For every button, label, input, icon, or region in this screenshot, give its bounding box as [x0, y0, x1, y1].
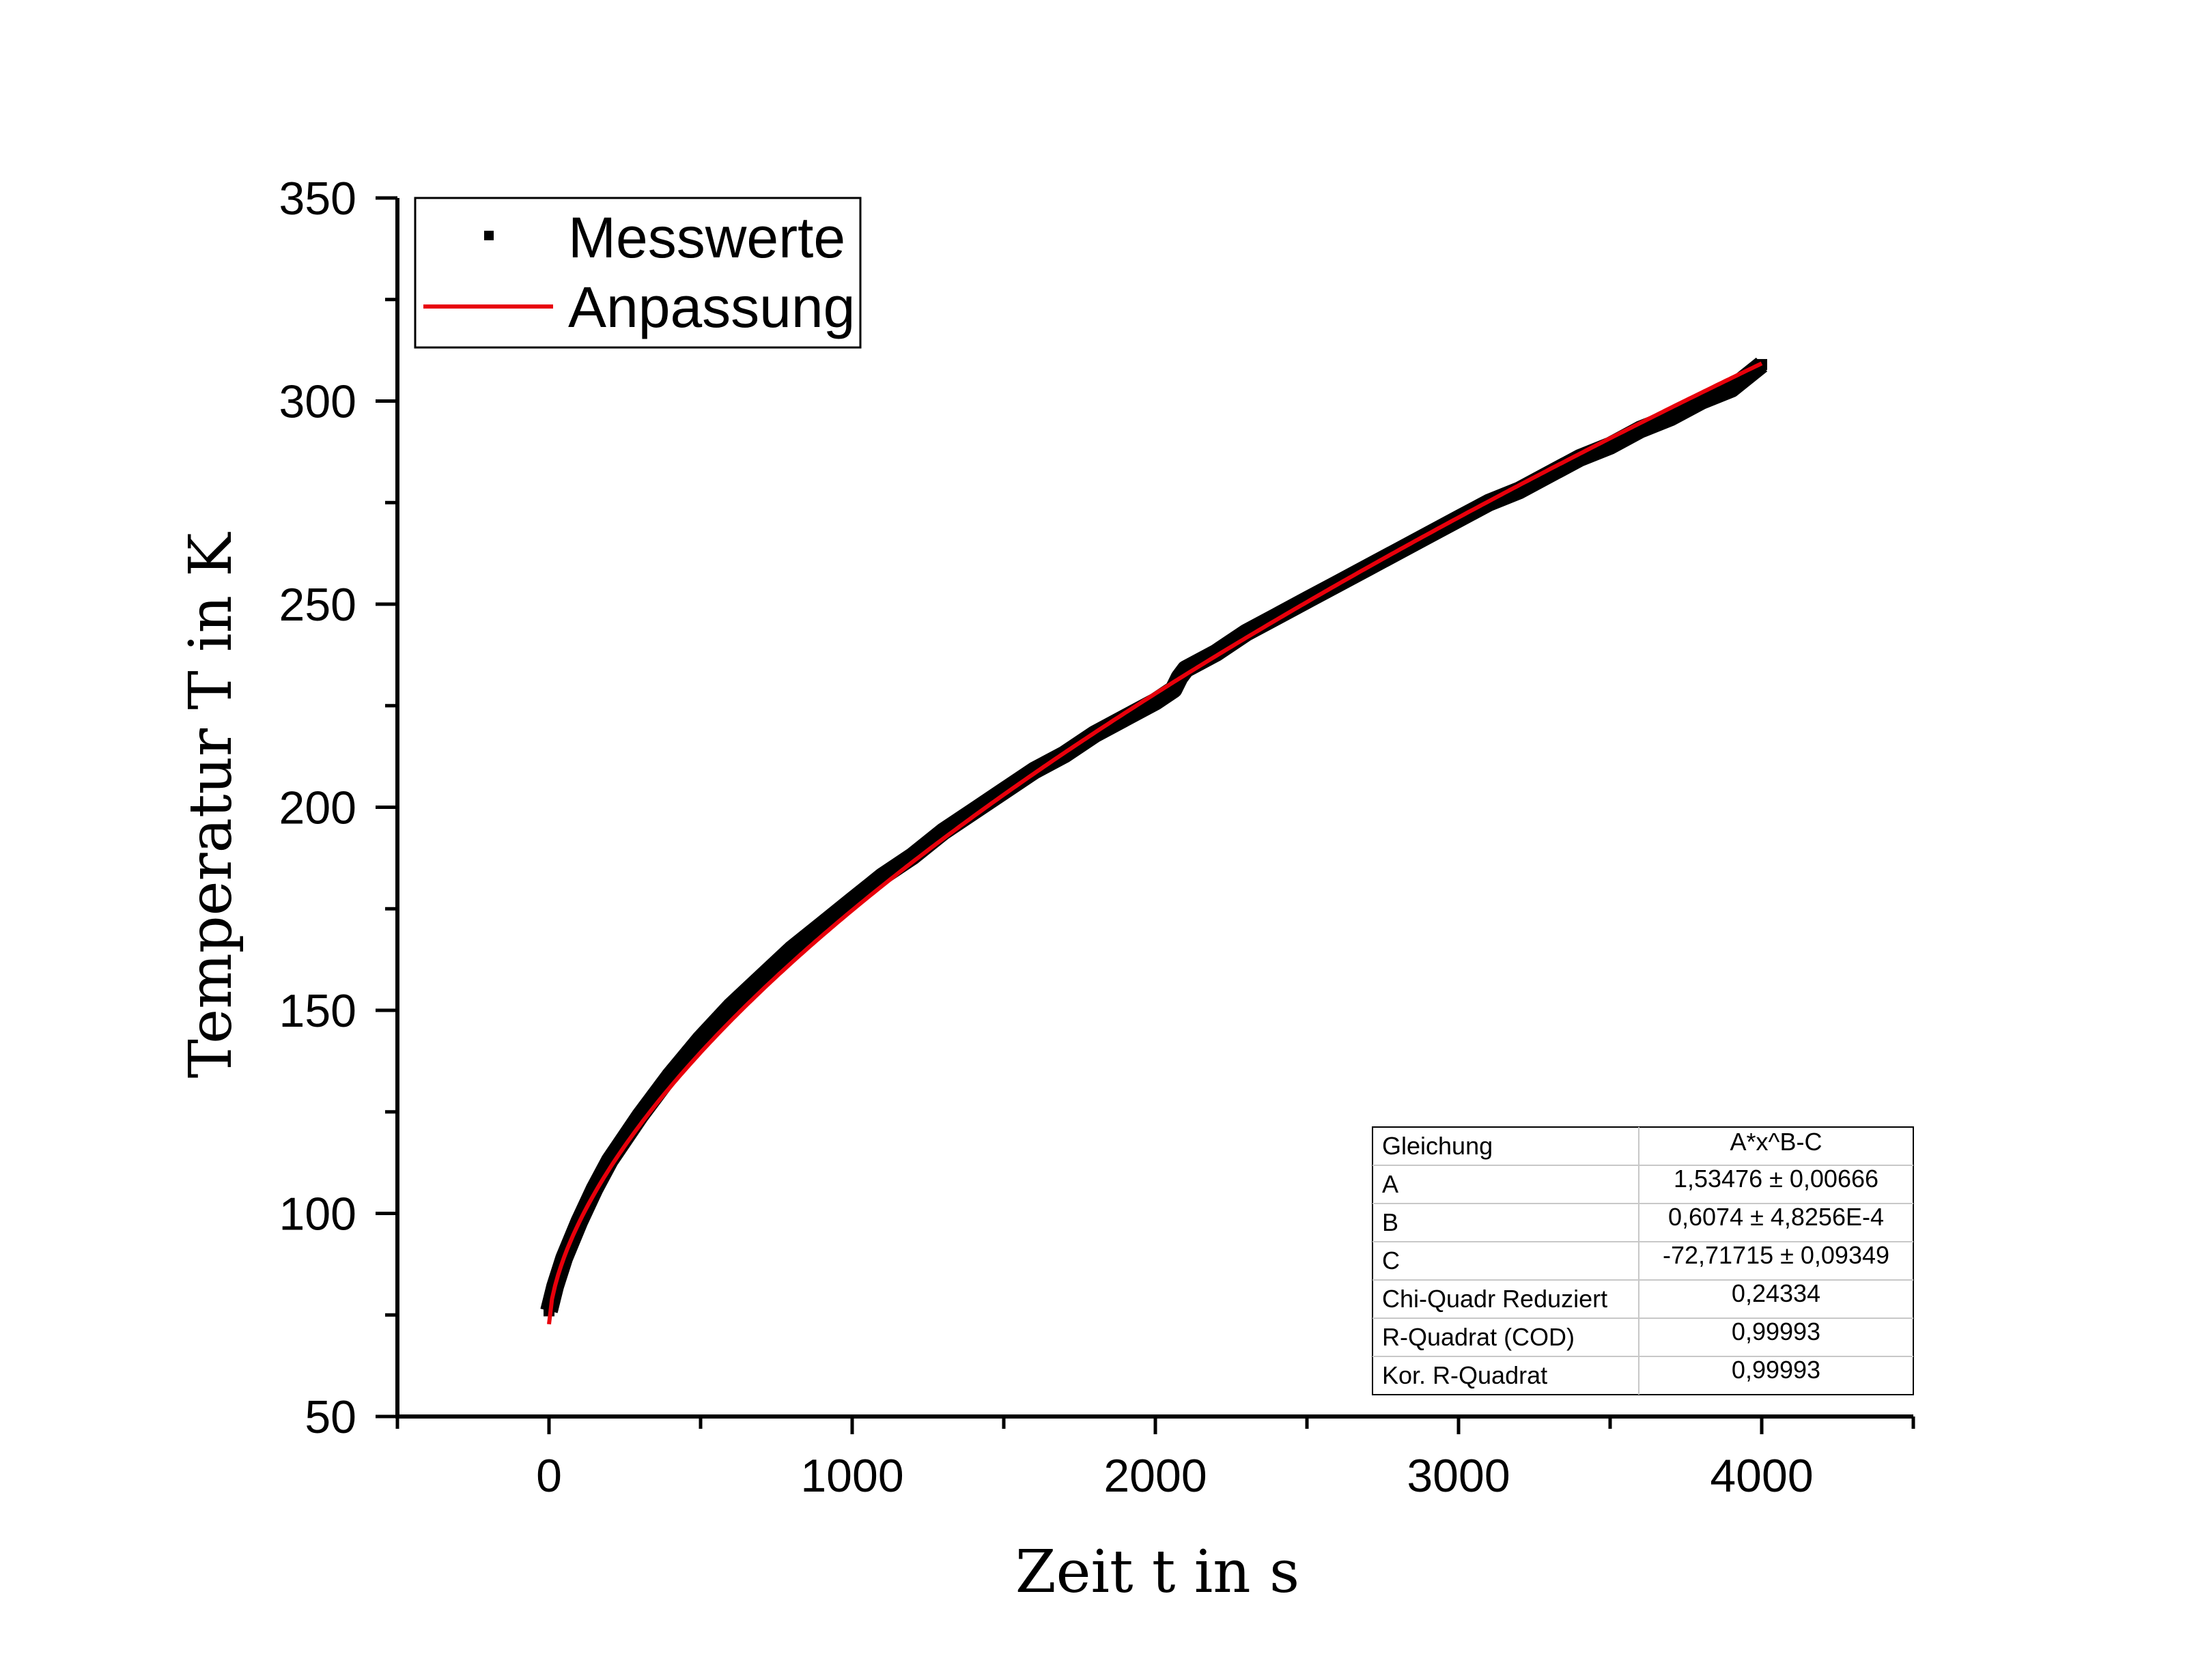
- x-tick-label: 1000: [800, 1450, 903, 1502]
- y-tick-label: 100: [279, 1188, 356, 1240]
- data-point: [1168, 683, 1179, 695]
- data-point: [847, 895, 858, 907]
- data-point: [725, 1001, 737, 1012]
- x-tick-label: 3000: [1407, 1450, 1510, 1502]
- data-point: [664, 1070, 676, 1081]
- data-point: [695, 1033, 706, 1044]
- legend-marker-messwerte: [484, 231, 494, 240]
- legend-label-messwerte: Messwerte: [568, 205, 845, 270]
- measurement-band: [540, 357, 1768, 1313]
- fit-table-label: C: [1382, 1247, 1400, 1275]
- y-tick-label: 200: [279, 782, 356, 834]
- fit-table-label: B: [1382, 1208, 1398, 1236]
- fit-table-frame: [1372, 1126, 1914, 1395]
- x-axis-title: Zeit t in s: [1015, 1538, 1299, 1606]
- y-tick-label: 350: [279, 173, 356, 225]
- data-point: [1665, 412, 1676, 423]
- fit-table-value: 0,24334: [1732, 1279, 1820, 1307]
- fit-table-value: -72,71715 ± 0,09349: [1663, 1241, 1889, 1269]
- fit-table-label: Kor. R-Quadrat: [1382, 1361, 1547, 1389]
- y-axis-title: Temperatur T in K: [177, 532, 245, 1079]
- fit-table: Gleichung A*x^B-C A 1,53476 ± 0,00666 B 0,607…: [1372, 1126, 1914, 1395]
- legend-label-anpassung: Anpassung: [568, 275, 855, 339]
- data-point: [1605, 440, 1616, 451]
- y-tick-label: 300: [279, 376, 356, 428]
- fit-table-label: R-Quadrat (COD): [1382, 1323, 1575, 1351]
- y-tick-label: 50: [305, 1391, 356, 1443]
- data-point: [1695, 395, 1707, 407]
- plot-area: [540, 357, 1768, 1325]
- legend: Messwerte Anpassung: [414, 197, 862, 349]
- data-point: [877, 870, 888, 882]
- x-tick-label: 4000: [1710, 1450, 1813, 1502]
- data-point: [816, 920, 828, 931]
- legend-frame: [414, 197, 862, 349]
- fit-table-label: Chi-Quadr Reduziert: [1382, 1285, 1607, 1313]
- fit-table-value: A*x^B-C: [1730, 1128, 1822, 1156]
- fit-table-label: A: [1382, 1170, 1398, 1198]
- fit-table-value: 0,99993: [1732, 1318, 1820, 1346]
- x-tick-label: 0: [536, 1450, 562, 1502]
- ticks: [376, 196, 1915, 1434]
- fit-table-value: 0,6074 ± 4,8256E-4: [1668, 1203, 1884, 1231]
- data-point: [1635, 424, 1646, 436]
- data-point: [1726, 383, 1737, 395]
- tick-labels: 0 1000 2000 3000 4000 50 100 150 200 250 300 350: [279, 173, 1814, 1502]
- y-tick-label: 250: [279, 579, 356, 631]
- data-point: [1150, 696, 1161, 707]
- fit-table-value: 1,53476 ± 0,00666: [1674, 1165, 1878, 1193]
- y-tick-label: 150: [279, 985, 356, 1037]
- fit-table-value: 0,99993: [1732, 1356, 1820, 1384]
- fit-line: [547, 361, 1763, 1325]
- x-tick-label: 2000: [1103, 1450, 1207, 1502]
- data-point: [755, 972, 767, 984]
- fit-table-label: Gleichung: [1382, 1132, 1493, 1160]
- data-point: [786, 943, 798, 955]
